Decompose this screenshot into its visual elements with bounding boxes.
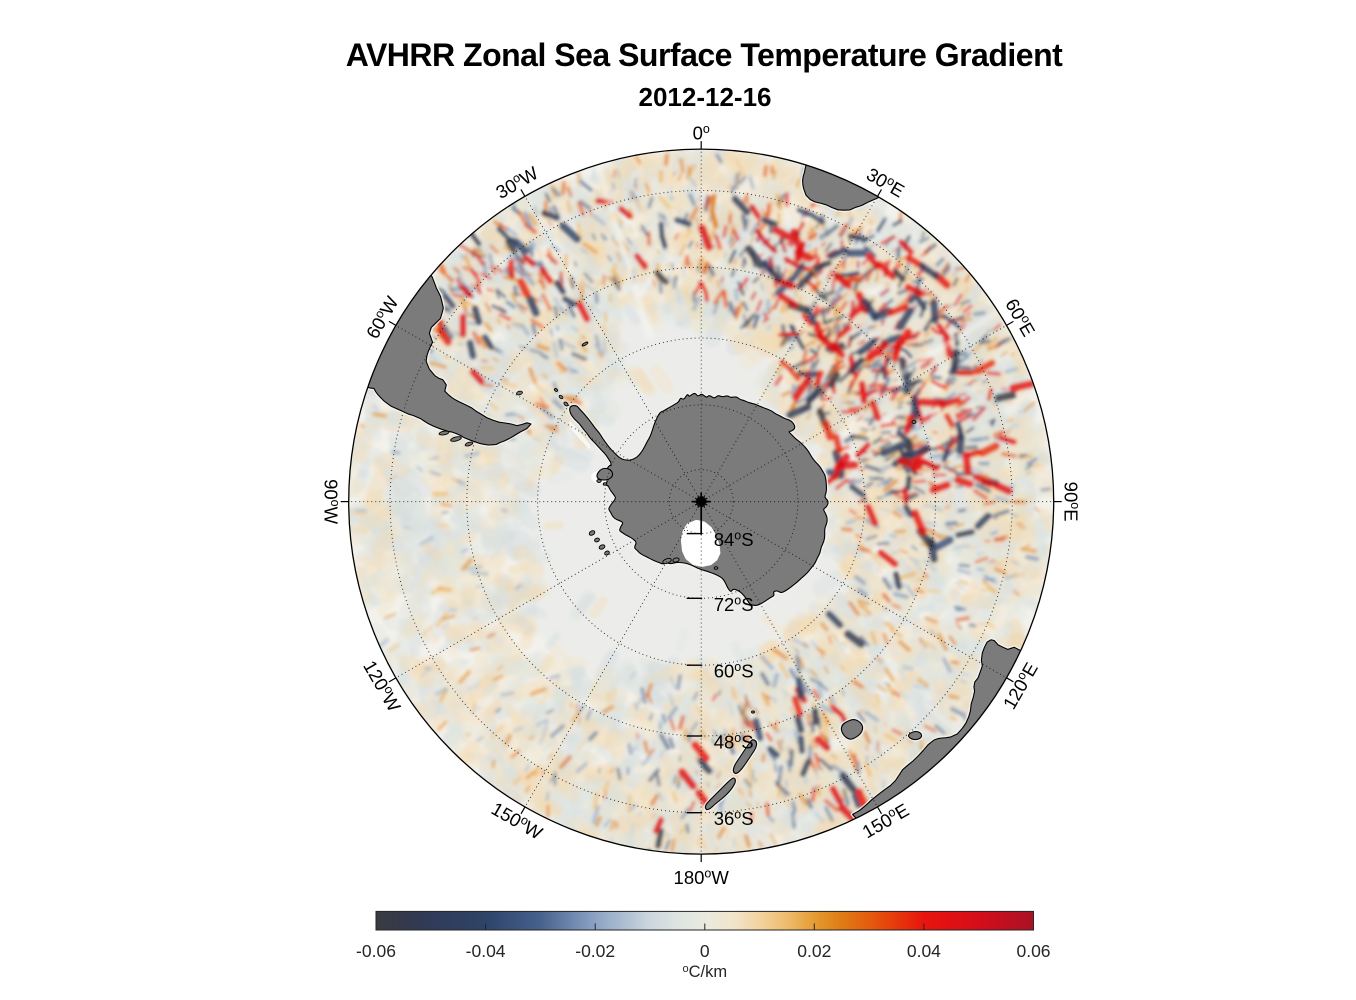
svg-text:60oS: 60oS [714,660,754,682]
svg-text:90oW: 90oW [321,479,343,525]
svg-text:-0.04: -0.04 [466,941,506,961]
svg-text:90oE: 90oE [1061,482,1083,522]
svg-text:48oS: 48oS [714,731,754,753]
svg-text:36oS: 36oS [714,808,754,830]
svg-text:0: 0 [700,941,710,961]
svg-text:oC/km: oC/km [682,963,727,981]
svg-text:0.04: 0.04 [907,941,941,961]
svg-text:0.06: 0.06 [1016,941,1050,961]
svg-text:-0.02: -0.02 [575,941,615,961]
svg-text:-0.06: -0.06 [356,941,396,961]
svg-text:84oS: 84oS [714,529,754,551]
svg-text:180oW: 180oW [674,867,730,889]
svg-text:0o: 0o [693,122,710,144]
svg-text:72oS: 72oS [714,593,754,615]
svg-text:0.02: 0.02 [797,941,831,961]
